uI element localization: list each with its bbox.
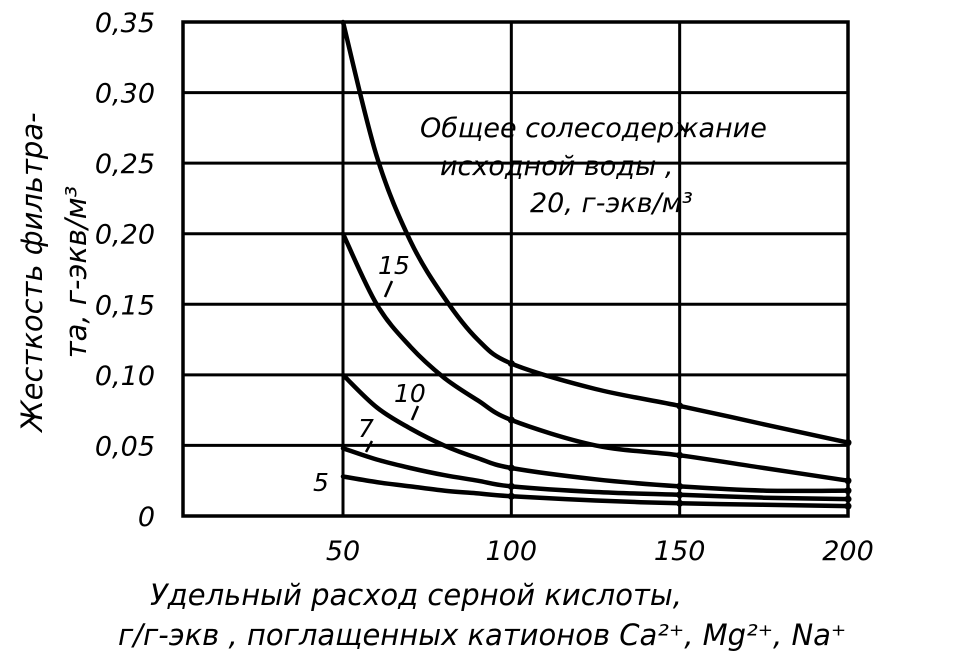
y-tick-labels: 0 0,05 0,10 0,15 0,20 0,25 0,30 0,35 xyxy=(95,8,155,533)
chart-grid xyxy=(181,20,850,518)
legend-title-line1: Общее солесодержание xyxy=(420,113,767,144)
data-point xyxy=(844,495,852,503)
legend-title-line3: 20, г-экв/м³ xyxy=(530,188,693,219)
series-label-leader xyxy=(364,440,374,453)
y-tick-label: 0,10 xyxy=(95,361,155,392)
series-label-leader xyxy=(383,280,394,298)
data-point xyxy=(676,402,684,410)
data-point xyxy=(844,487,852,495)
data-point xyxy=(844,439,852,447)
x-axis-label-line1: Удельный расход серной кислоты, xyxy=(150,578,682,612)
y-tick-label: 0,25 xyxy=(95,149,155,180)
x-tick-label: 50 xyxy=(326,536,360,567)
y-tick-label: 0,35 xyxy=(95,8,155,39)
data-point xyxy=(844,477,852,485)
series-line-15 xyxy=(340,231,851,483)
y-axis-label-line1: Жесткость фильтра- xyxy=(15,112,49,433)
x-tick-label: 200 xyxy=(822,536,874,567)
data-point xyxy=(507,464,515,472)
series-label-leader xyxy=(410,405,420,421)
plot-frame xyxy=(181,20,850,518)
series-label-7: 7 xyxy=(358,414,374,443)
series-label-10: 10 xyxy=(394,379,426,408)
legend-title-line2: исходной воды , xyxy=(440,151,673,182)
series-line-20 xyxy=(340,19,851,445)
series-label-15: 15 xyxy=(378,251,410,280)
series-label-5: 5 xyxy=(313,468,329,497)
y-tick-label: 0,20 xyxy=(95,220,155,251)
x-axis-label-line2: г/г-экв , поглащенных катионов Ca²⁺, Mg²… xyxy=(118,618,846,652)
x-tick-label: 150 xyxy=(654,536,706,567)
data-point xyxy=(676,491,684,499)
data-point xyxy=(676,499,684,507)
data-point xyxy=(507,416,515,424)
data-point xyxy=(676,451,684,459)
data-point xyxy=(507,360,515,368)
data-point xyxy=(507,492,515,500)
data-point xyxy=(507,482,515,490)
y-tick-label: 0,30 xyxy=(95,79,155,110)
x-tick-label: 100 xyxy=(486,536,538,567)
y-tick-label: 0 xyxy=(138,502,155,533)
x-tick-labels: 50 100 150 200 xyxy=(326,536,874,567)
y-axis-label-line2: та, г-экв/м³ xyxy=(59,186,93,359)
series-labels: 15 10 75 xyxy=(313,251,426,497)
data-point xyxy=(844,502,852,510)
data-point xyxy=(676,482,684,490)
chart-curves xyxy=(340,19,852,510)
y-tick-label: 0,05 xyxy=(95,431,155,462)
y-tick-label: 0,15 xyxy=(95,290,155,321)
